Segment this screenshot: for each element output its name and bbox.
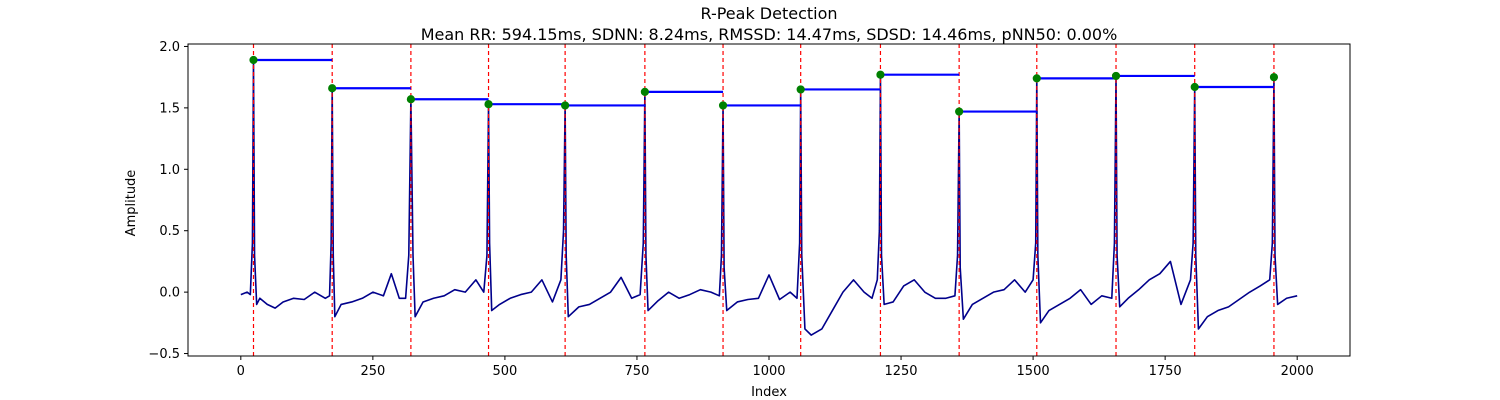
x-tick-label-8: 2000 xyxy=(1281,364,1314,379)
x-tick-label-6: 1500 xyxy=(1017,364,1050,379)
x-tick-label-3: 750 xyxy=(625,364,650,379)
y-tick-label-5: 2.0 xyxy=(159,40,180,55)
x-axis-label: Index xyxy=(751,385,787,400)
r-peak-marker-8 xyxy=(876,70,885,79)
y-tick-label-4: 1.5 xyxy=(159,101,180,116)
r-peak-marker-6 xyxy=(718,101,728,110)
r-peak-marker-5 xyxy=(640,87,649,97)
y-axis-label: Amplitude xyxy=(124,170,139,237)
signal-line xyxy=(240,59,1298,336)
x-tick-label-7: 1750 xyxy=(1149,364,1182,379)
r-peak-marker-12 xyxy=(1190,82,1199,92)
x-tick-label-1: 250 xyxy=(360,364,385,379)
x-tick-label-4: 1000 xyxy=(752,364,785,379)
r-peak-marker-11 xyxy=(1111,71,1121,81)
r-peak-marker-9 xyxy=(955,107,964,116)
y-tick-label-0: −0.5 xyxy=(148,347,180,362)
x-tick-label-2: 500 xyxy=(492,364,517,379)
plot-area xyxy=(240,44,1298,356)
r-peak-marker-0 xyxy=(249,55,258,65)
plot-frame xyxy=(187,43,1351,357)
r-peak-marker-1 xyxy=(328,84,337,93)
r-peak-marker-3 xyxy=(484,100,493,109)
chart-subtitle: Mean RR: 594.15ms, SDNN: 8.24ms, RMSSD: … xyxy=(421,25,1118,44)
y-tick-label-3: 1.0 xyxy=(159,163,180,178)
y-tick-label-2: 0.5 xyxy=(159,224,180,239)
x-tick-label-0: 0 xyxy=(237,364,245,379)
r-peak-marker-13 xyxy=(1269,73,1279,82)
r-peak-marker-4 xyxy=(561,101,570,110)
y-tick-label-1: 0.0 xyxy=(159,286,180,301)
r-peak-marker-10 xyxy=(1032,74,1041,83)
r-peak-marker-7 xyxy=(796,85,805,94)
chart-title: R-Peak Detection xyxy=(700,4,837,23)
r-peak-marker-2 xyxy=(406,95,415,104)
axes: 0 250 500 750 1000 1250 1500 1750 2000 −0.5 0.0 0.5… xyxy=(148,40,1351,379)
x-tick-label-5: 1250 xyxy=(884,364,917,379)
